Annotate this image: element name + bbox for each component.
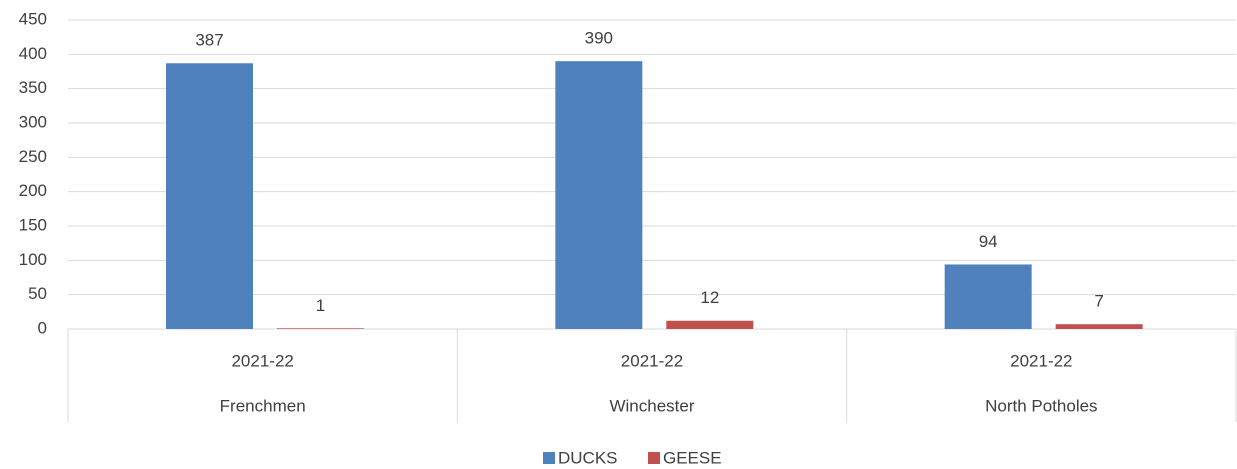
legend-swatch — [543, 452, 555, 464]
data-label: 387 — [195, 31, 223, 50]
x-tick-label: 2021-22 — [231, 351, 293, 370]
data-label: 12 — [700, 288, 719, 307]
y-tick-label: 400 — [19, 44, 47, 63]
bar — [666, 320, 754, 329]
y-tick-label: 150 — [19, 215, 47, 234]
bar — [277, 328, 364, 329]
bar — [555, 61, 643, 329]
group-label: Winchester — [609, 396, 694, 415]
legend-swatch — [648, 452, 660, 464]
data-label: 390 — [585, 29, 613, 48]
y-tick-label: 50 — [28, 284, 47, 303]
y-tick-label: 0 — [38, 318, 47, 337]
data-label: 7 — [1094, 292, 1103, 311]
y-tick-label: 450 — [19, 9, 47, 28]
group-label: North Potholes — [985, 396, 1097, 415]
group-label: Frenchmen — [220, 396, 306, 415]
data-label: 94 — [979, 232, 998, 251]
y-tick-label: 250 — [19, 147, 47, 166]
bar — [166, 63, 253, 329]
y-tick-label: 100 — [19, 250, 47, 269]
y-tick-label: 200 — [19, 181, 47, 200]
bar — [1055, 324, 1143, 329]
x-tick-label: 2021-22 — [1010, 351, 1072, 370]
data-label: 1 — [316, 296, 325, 315]
legend-label: GEESE — [663, 448, 722, 467]
y-tick-label: 300 — [19, 112, 47, 131]
legend-label: DUCKS — [558, 448, 618, 467]
bar — [944, 264, 1032, 329]
x-tick-label: 2021-22 — [621, 351, 683, 370]
y-tick-label: 350 — [19, 78, 47, 97]
